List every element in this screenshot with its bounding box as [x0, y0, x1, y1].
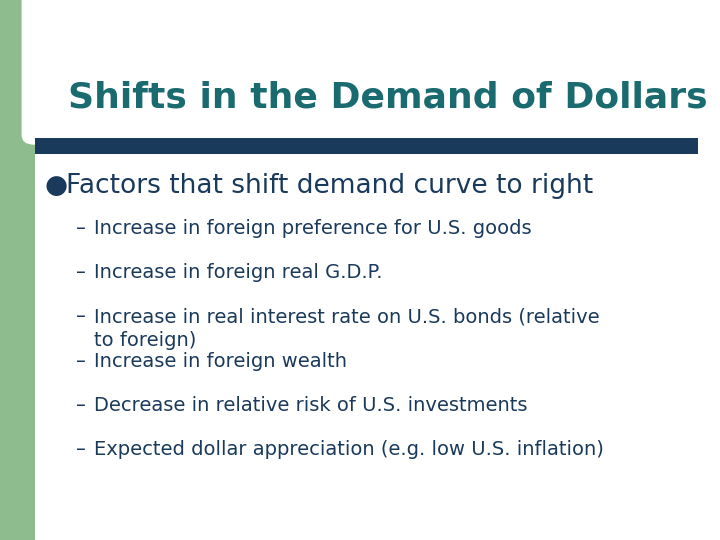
Text: –: – [76, 263, 86, 282]
Text: Decrease in relative risk of U.S. investments: Decrease in relative risk of U.S. invest… [94, 396, 527, 415]
Text: Expected dollar appreciation (e.g. low U.S. inflation): Expected dollar appreciation (e.g. low U… [94, 440, 603, 459]
Bar [0, 140, 35, 540]
Text: –: – [76, 219, 86, 238]
Text: Increase in foreign real G.D.P.: Increase in foreign real G.D.P. [94, 263, 382, 282]
Text: –: – [76, 396, 86, 415]
Text: Factors that shift demand curve to right: Factors that shift demand curve to right [66, 173, 593, 199]
Text: Increase in real interest rate on U.S. bonds (relative
to foreign): Increase in real interest rate on U.S. b… [94, 307, 599, 350]
Text: Increase in foreign preference for U.S. goods: Increase in foreign preference for U.S. … [94, 219, 531, 238]
Bar [0, 0, 112, 140]
Text: Increase in foreign wealth: Increase in foreign wealth [94, 352, 346, 370]
FancyBboxPatch shape [22, 0, 161, 145]
Text: –: – [76, 307, 86, 326]
Text: –: – [76, 440, 86, 459]
Text: –: – [76, 352, 86, 370]
Text: Shifts in the Demand of Dollars: Shifts in the Demand of Dollars [68, 80, 708, 114]
Text: ●: ● [45, 173, 68, 199]
Bar [35, 138, 698, 154]
